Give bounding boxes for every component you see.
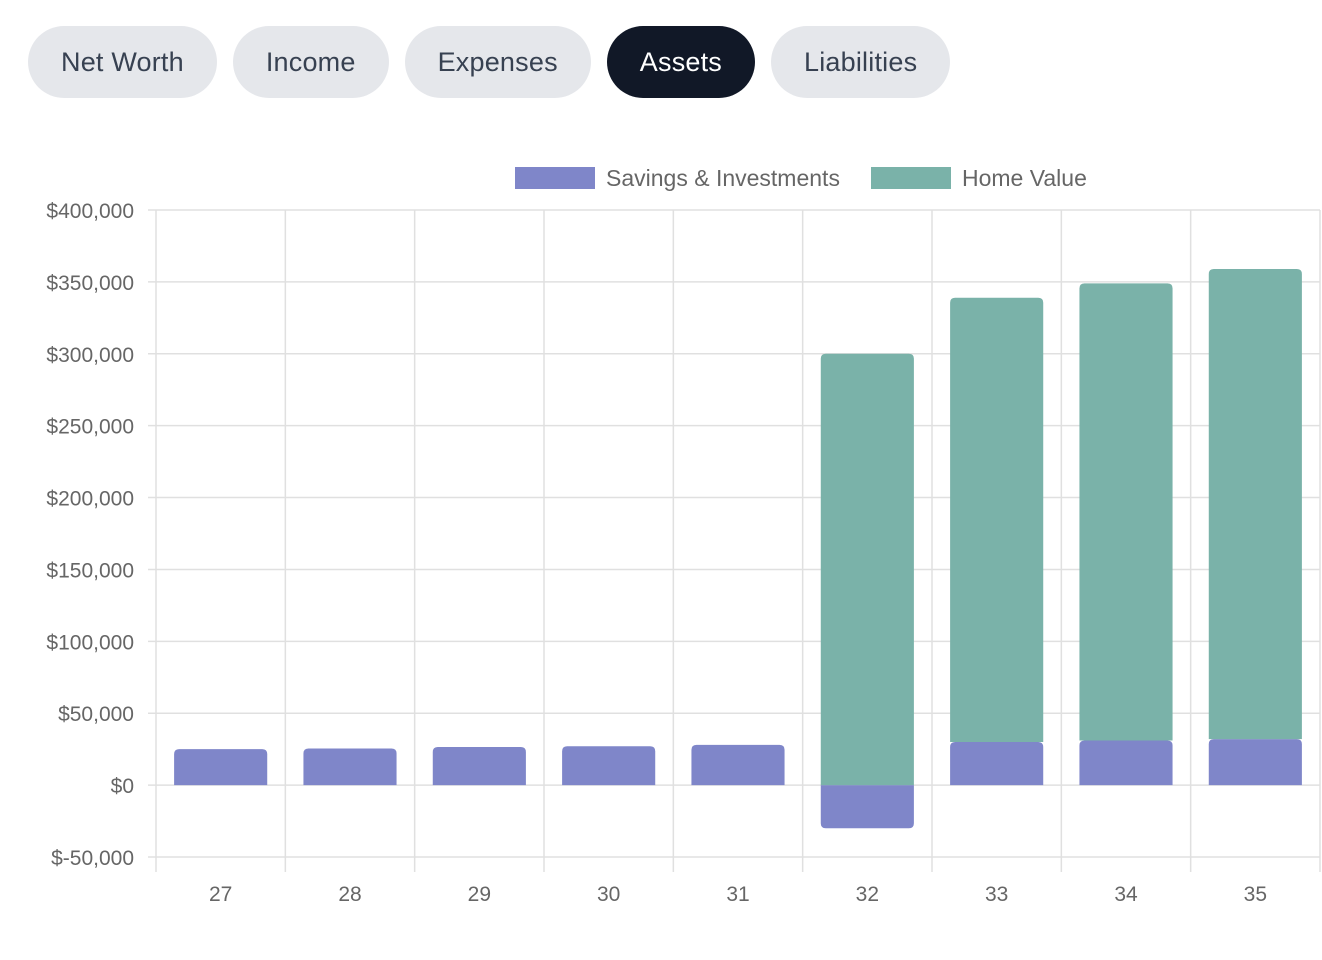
x-tick-label: 33 [985,883,1008,906]
tab-expenses[interactable]: Expenses [404,26,591,98]
tab-assets[interactable]: Assets [606,26,756,98]
legend-home-value-label: Home Value [962,165,1087,191]
savings-bar [1208,739,1302,786]
home-value-bar [820,353,914,786]
y-tick-label: $100,000 [46,631,134,654]
tab-net-worth[interactable]: Net Worth [28,26,217,98]
y-tick-label: $350,000 [46,272,134,295]
tab-liabilities[interactable]: Liabilities [771,26,951,98]
y-tick-label: $-50,000 [51,847,134,870]
legend-home-value-swatch [871,167,951,189]
savings-bar [432,747,526,786]
x-tick-label: 31 [726,883,749,906]
savings-bar [950,741,1044,786]
y-tick-label: $200,000 [46,488,134,511]
legend-savings-label: Savings & Investments [606,165,840,191]
x-tick-label: 34 [1114,883,1138,906]
x-tick-label: 32 [856,883,879,906]
tab-income[interactable]: Income [232,26,389,98]
legend-savings-swatch [515,167,595,189]
x-tick-label: 28 [338,883,361,906]
savings-bar [1079,740,1173,786]
savings-bar [562,746,656,786]
x-tick-label: 27 [209,883,232,906]
savings-bar [303,748,397,786]
savings-bar [691,744,785,786]
x-tick-label: 29 [468,883,491,906]
savings-bar [820,785,914,829]
x-tick-label: 30 [597,883,620,906]
home-value-bar [1079,283,1173,741]
y-tick-label: $300,000 [46,344,134,367]
savings-bar [174,749,268,786]
y-tick-label: $400,000 [46,200,134,223]
x-tick-label: 35 [1244,883,1267,906]
y-tick-label: $150,000 [46,559,134,582]
y-tick-label: $250,000 [46,416,134,439]
assets-bar-chart: $400,000 $350,000 $300,000 $250,000 $200,000… [46,165,1321,906]
tab-bar: Net Worth Income Expenses Assets Liabili… [28,26,951,98]
y-tick-label: $50,000 [58,703,134,726]
y-tick-label: $0 [111,775,134,798]
home-value-bar [950,297,1044,742]
home-value-bar [1208,268,1302,740]
